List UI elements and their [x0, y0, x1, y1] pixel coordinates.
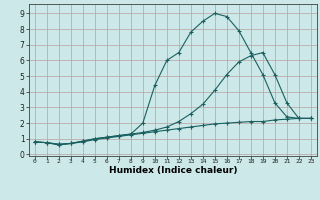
X-axis label: Humidex (Indice chaleur): Humidex (Indice chaleur)	[108, 166, 237, 175]
